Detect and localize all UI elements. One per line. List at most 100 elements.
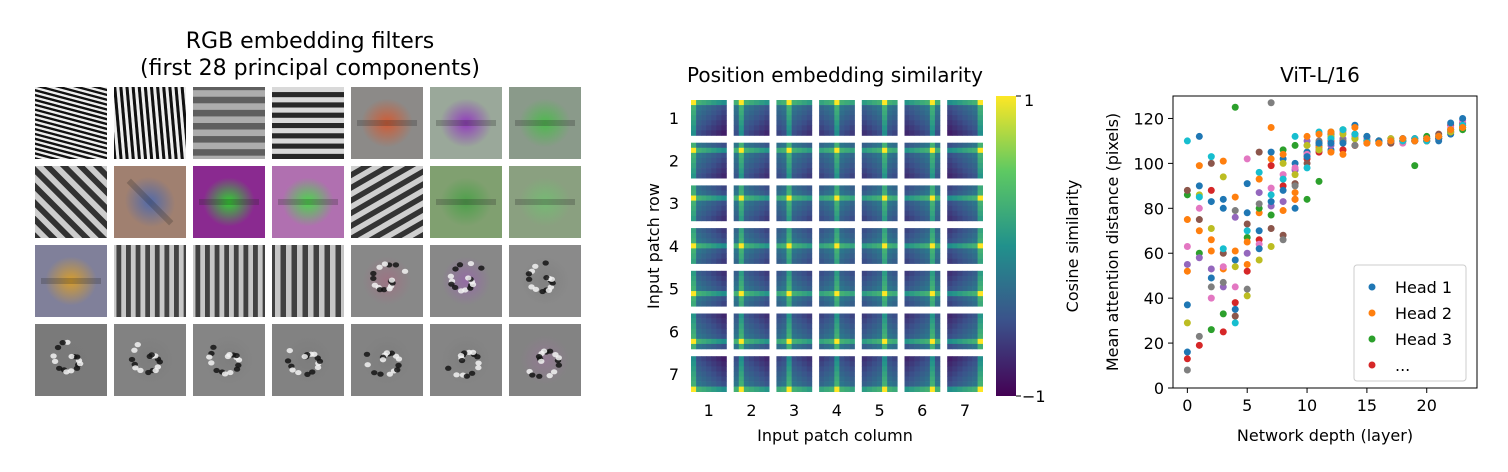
scatter-point xyxy=(1231,193,1239,201)
filter-tile xyxy=(272,166,344,238)
scatter-point xyxy=(1255,245,1263,253)
scatter-point xyxy=(1291,204,1299,212)
scatter-point xyxy=(1267,162,1275,170)
scatter-point xyxy=(1279,186,1287,194)
x-tick-label: 20 xyxy=(1417,396,1437,415)
scatter-point xyxy=(1183,242,1191,250)
scatter-point xyxy=(1411,162,1419,170)
scatter-point xyxy=(1447,119,1455,127)
filter-tile xyxy=(35,87,107,159)
filter-tile xyxy=(351,166,423,238)
scatter-point xyxy=(1267,242,1275,250)
filter-tile xyxy=(114,245,186,317)
row-tick-label: 6 xyxy=(669,322,679,341)
scatter-point xyxy=(1183,348,1191,356)
scatter-point xyxy=(1207,294,1215,302)
x-tick-label: 5 xyxy=(1242,396,1252,415)
scatter-point xyxy=(1195,193,1203,201)
row-tick-label: 4 xyxy=(669,237,679,256)
filter-tile xyxy=(509,324,581,396)
legend-label: Head 1 xyxy=(1395,278,1452,297)
scatter-point xyxy=(1207,236,1215,244)
scatter-y-ticks: 0 20 40 60 80 100 120 xyxy=(1133,109,1173,398)
colorbar xyxy=(996,96,1016,396)
similarity-tile xyxy=(691,185,727,222)
filter-tile xyxy=(193,166,265,238)
col-tick-label: 1 xyxy=(704,401,714,420)
scatter-point xyxy=(1327,148,1335,156)
scatter-point xyxy=(1231,312,1239,320)
filter-tile xyxy=(193,87,265,159)
row-tick-label: 7 xyxy=(669,365,679,384)
scatter-point xyxy=(1219,328,1227,336)
similarity-tile xyxy=(691,228,727,264)
scatter-point xyxy=(1231,247,1239,255)
scatter-point xyxy=(1315,130,1323,138)
scatter-point xyxy=(1291,132,1299,140)
scatter-point xyxy=(1183,366,1191,374)
filter-tile xyxy=(430,166,502,238)
scatter-point xyxy=(1195,162,1203,170)
scatter-point xyxy=(1363,139,1371,147)
scatter-point xyxy=(1447,126,1455,134)
scatter-point xyxy=(1195,182,1203,190)
legend-marker xyxy=(1368,335,1376,343)
scatter-point xyxy=(1183,186,1191,194)
scatter-point xyxy=(1255,189,1263,197)
filter-tile xyxy=(430,245,502,317)
scatter-point xyxy=(1231,305,1239,313)
scatter-xlabel: Network depth (layer) xyxy=(1237,426,1413,445)
similarity-tile xyxy=(904,185,941,222)
scatter-point xyxy=(1459,123,1467,131)
col-tick-label: 2 xyxy=(746,401,756,420)
scatter-point xyxy=(1219,173,1227,181)
scatter-point xyxy=(1255,168,1263,176)
similarity-tile xyxy=(733,356,770,392)
similarity-tile xyxy=(819,313,855,350)
scatter-point xyxy=(1195,332,1203,340)
similarity-grid xyxy=(691,100,983,392)
similarity-tile xyxy=(861,356,898,392)
similarity-tile xyxy=(861,228,898,264)
scatter-ylabel: Mean attention distance (pixels) xyxy=(1103,113,1122,371)
similarity-tile xyxy=(861,270,898,307)
scatter-point xyxy=(1207,326,1215,334)
similarity-tile xyxy=(947,356,983,392)
scatter-point xyxy=(1255,200,1263,208)
scatter-point xyxy=(1183,260,1191,268)
similarity-tile xyxy=(819,100,855,136)
y-tick-label: 60 xyxy=(1144,244,1164,263)
scatter-point xyxy=(1315,146,1323,154)
scatter-point xyxy=(1195,341,1203,349)
scatter-point xyxy=(1387,137,1395,145)
scatter-point xyxy=(1207,247,1215,255)
x-tick-label: 10 xyxy=(1297,396,1317,415)
filter-tile xyxy=(272,324,344,396)
scatter-point xyxy=(1351,123,1359,131)
scatter-point xyxy=(1231,263,1239,271)
scatter-point xyxy=(1363,132,1371,140)
scatter-point xyxy=(1291,189,1299,197)
scatter-point xyxy=(1327,128,1335,136)
scatter-point xyxy=(1435,132,1443,140)
scatter-title: ViT-L/16 xyxy=(1280,63,1360,87)
scatter-point xyxy=(1183,355,1191,363)
similarity-tile xyxy=(904,228,941,264)
scatter-point xyxy=(1207,274,1215,282)
scatter-point xyxy=(1195,216,1203,224)
filter-tile xyxy=(351,324,423,396)
scatter-point xyxy=(1303,141,1311,149)
similarity-tile xyxy=(904,100,941,136)
scatter-point xyxy=(1351,130,1359,138)
similarity-tile xyxy=(819,356,855,392)
y-tick-label: 80 xyxy=(1144,199,1164,218)
similarity-tile xyxy=(776,228,813,264)
scatter-point xyxy=(1219,245,1227,253)
similarity-tile xyxy=(733,100,770,136)
similarity-tile xyxy=(691,100,727,136)
filter-tile xyxy=(35,245,107,317)
scatter-point xyxy=(1303,195,1311,203)
scatter-point xyxy=(1279,198,1287,206)
scatter-point xyxy=(1231,213,1239,221)
scatter-point xyxy=(1279,175,1287,183)
